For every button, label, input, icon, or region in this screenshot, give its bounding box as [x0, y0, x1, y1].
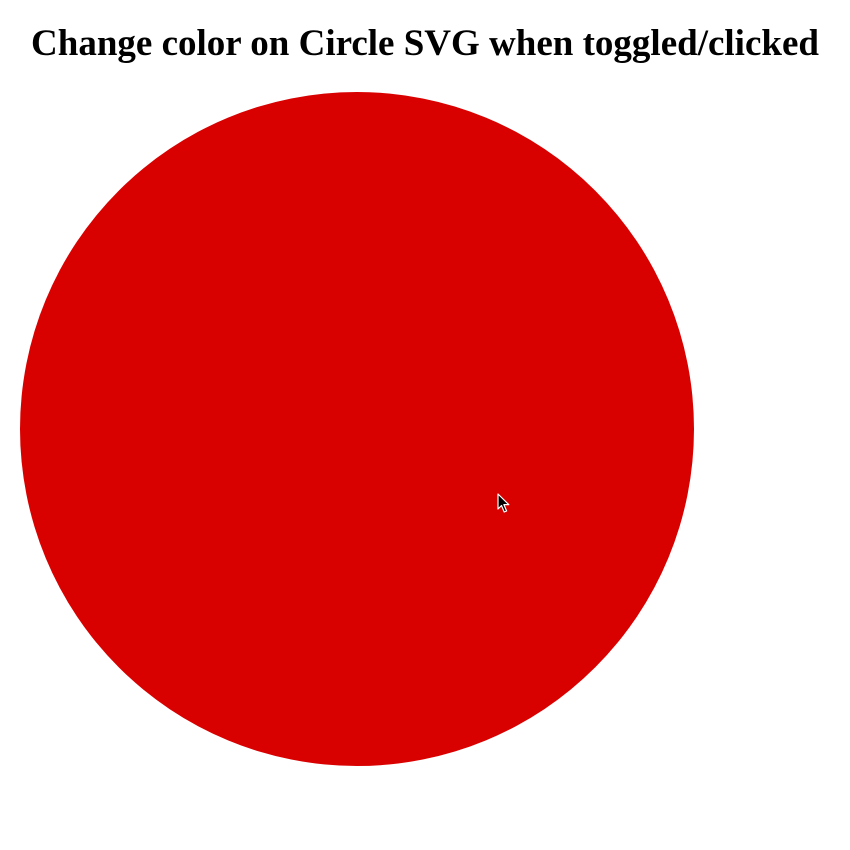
page-title: Change color on Circle SVG when toggled/…	[31, 23, 819, 64]
toggle-circle[interactable]	[20, 92, 694, 766]
